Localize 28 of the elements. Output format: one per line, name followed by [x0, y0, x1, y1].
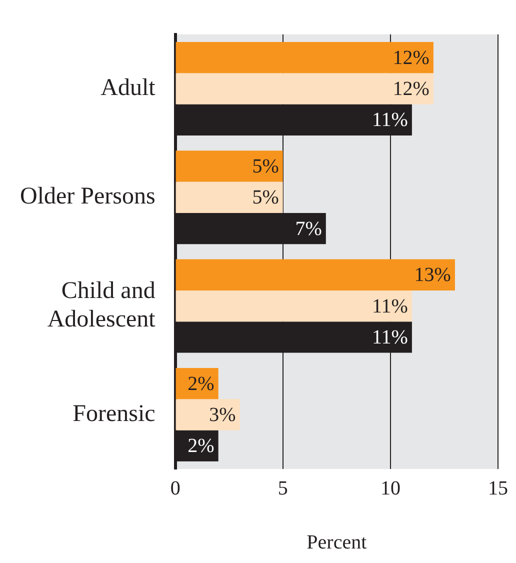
x-axis-title: Percent [306, 531, 368, 554]
bar [176, 42, 434, 74]
x-tick-label: 0 [170, 477, 180, 500]
data-label: 12% [392, 46, 430, 69]
data-label: 5% [252, 155, 279, 178]
data-label: 11% [372, 295, 408, 318]
bar [176, 290, 412, 322]
bar [176, 399, 240, 430]
data-label: 2% [188, 435, 214, 458]
y-tick-label: Adult [100, 75, 156, 102]
x-tick-label: 10 [380, 477, 400, 500]
data-label: 11% [372, 109, 408, 132]
data-label: 2% [188, 372, 214, 395]
data-label: 3% [209, 404, 236, 426]
bar [176, 182, 283, 213]
y-tick-label: Forensic [72, 400, 156, 427]
bar [176, 259, 455, 290]
bar [176, 73, 434, 104]
y-tick-label: Older Persons [20, 184, 156, 210]
data-label: 11% [372, 326, 408, 348]
data-label: 5% [252, 186, 279, 209]
x-tick-label: 15 [488, 477, 508, 500]
bar [176, 150, 283, 182]
y-tick-label: Child and Adolescent [47, 278, 156, 333]
x-tick-label: 5 [278, 477, 288, 500]
data-label: 13% [414, 264, 451, 286]
data-label: 7% [295, 218, 322, 240]
data-label: 12% [392, 78, 430, 100]
